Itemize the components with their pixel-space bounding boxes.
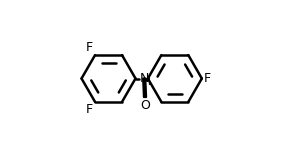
Text: O: O bbox=[140, 99, 150, 112]
Text: N: N bbox=[140, 72, 149, 85]
Text: F: F bbox=[204, 72, 211, 85]
Text: F: F bbox=[86, 41, 93, 54]
Text: H: H bbox=[143, 77, 151, 87]
Text: F: F bbox=[86, 103, 93, 116]
